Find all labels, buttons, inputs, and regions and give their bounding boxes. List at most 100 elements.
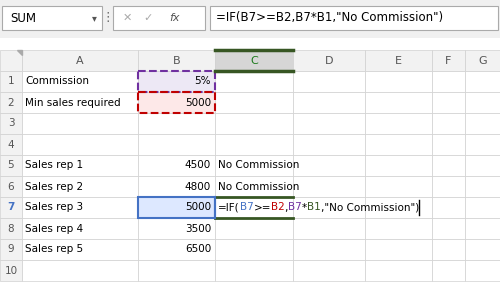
Text: ✕: ✕ [122,13,132,23]
Bar [0,92,22,113]
Text: fx: fx [169,13,179,23]
Bar [293,155,365,176]
Text: Sales rep 5: Sales rep 5 [25,245,83,255]
Text: 6500: 6500 [185,245,211,255]
Bar [432,218,465,239]
Bar [0,260,22,281]
Bar [0,155,22,176]
Text: F: F [446,55,452,65]
Bar [138,113,215,134]
Bar [365,134,432,155]
Text: 5%: 5% [194,76,211,86]
Bar [365,218,432,239]
Bar [215,155,293,176]
Bar [465,176,500,197]
Bar [432,50,465,71]
Text: Commission: Commission [25,76,89,86]
Text: 5000: 5000 [185,202,211,212]
Text: ,: , [284,202,288,212]
Bar [465,50,500,71]
Bar [138,155,215,176]
Text: C: C [250,55,258,65]
Text: *: * [302,202,307,212]
Bar [22,113,138,134]
Text: 8: 8 [8,224,14,234]
Bar [465,239,500,260]
Bar [210,6,498,30]
Bar [22,155,138,176]
Bar [0,38,500,50]
Text: SUM: SUM [10,12,36,25]
Text: Sales rep 2: Sales rep 2 [25,181,83,191]
Bar [293,218,365,239]
Text: 10: 10 [4,265,18,275]
Bar [0,0,500,38]
Text: 7: 7 [8,202,14,212]
Text: ✓: ✓ [144,13,152,23]
Bar [138,71,215,92]
Text: ,"No Commission"): ,"No Commission") [320,202,419,212]
Bar [0,197,22,218]
Text: No Commission: No Commission [218,181,300,191]
Bar [465,218,500,239]
Bar [432,239,465,260]
Text: 4: 4 [8,139,14,149]
Bar [0,50,22,71]
Text: 5: 5 [8,161,14,171]
Text: ⋮: ⋮ [102,12,114,25]
Bar [465,71,500,92]
Bar [138,134,215,155]
Bar [138,71,215,92]
Text: 4500: 4500 [185,161,211,171]
Bar [0,176,22,197]
Bar [215,92,293,113]
Bar [22,176,138,197]
Bar [293,50,365,71]
Text: Sales rep 1: Sales rep 1 [25,161,83,171]
Bar [138,92,215,113]
Bar [432,113,465,134]
Text: No Commission: No Commission [218,161,300,171]
Bar [465,260,500,281]
Text: B1: B1 [307,202,320,212]
Bar [293,92,365,113]
Text: B7: B7 [288,202,302,212]
Text: 4800: 4800 [185,181,211,191]
Bar [22,71,138,92]
Bar [365,155,432,176]
Bar [293,113,365,134]
Bar [22,134,138,155]
Text: =IF(B7>=B2,B7*B1,"No Commission"): =IF(B7>=B2,B7*B1,"No Commission") [216,12,443,25]
Text: Sales rep 4: Sales rep 4 [25,224,83,234]
Bar [113,6,205,30]
Bar [138,239,215,260]
Bar [138,197,215,218]
Bar [215,239,293,260]
Bar [365,239,432,260]
Text: =IF(: =IF( [218,202,240,212]
Bar [432,134,465,155]
Bar [2,6,102,30]
Bar [138,218,215,239]
Text: A: A [76,55,84,65]
Bar [293,197,365,218]
Bar [365,197,432,218]
Bar [215,176,293,197]
Bar [138,260,215,281]
Bar [365,92,432,113]
Bar [22,218,138,239]
Text: 3500: 3500 [185,224,211,234]
Bar [0,239,22,260]
Bar [0,218,22,239]
Text: >=: >= [254,202,271,212]
Bar [293,239,365,260]
Text: 5000: 5000 [185,98,211,108]
Bar [432,176,465,197]
Bar [432,197,465,218]
Text: 3: 3 [8,118,14,128]
Bar [365,71,432,92]
Bar [215,260,293,281]
Bar [215,71,293,92]
Bar [293,134,365,155]
Text: G: G [478,55,487,65]
